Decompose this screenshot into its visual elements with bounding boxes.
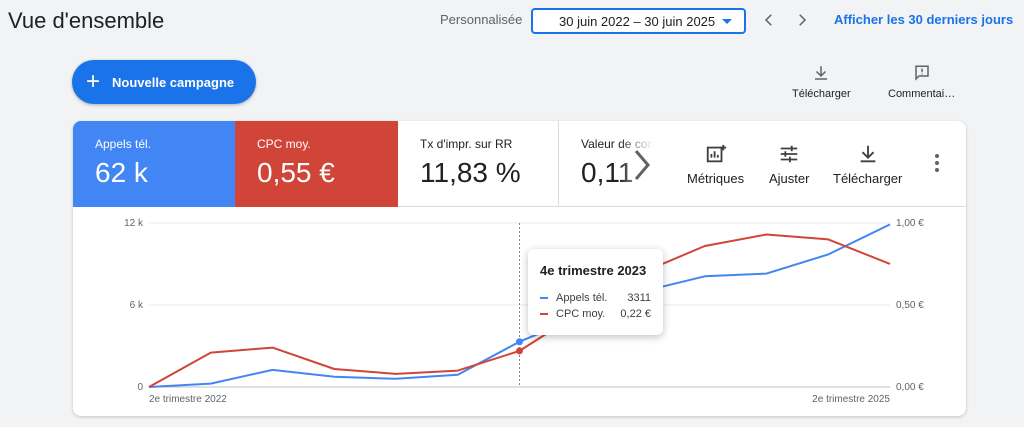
x-axis-tick-label: 2e trimestre 2025 bbox=[812, 394, 890, 405]
metric-value: 11,83 % bbox=[420, 157, 521, 188]
tooltip-row: CPC moy. 0,22 € bbox=[540, 306, 651, 322]
metrics-chart-icon bbox=[706, 144, 726, 163]
tooltip-row: Appels tél. 3311 bbox=[540, 290, 651, 306]
metric-label: CPC moy. bbox=[257, 137, 311, 151]
highlight-point bbox=[516, 338, 523, 346]
new-campaign-button[interactable]: + Nouvelle campagne bbox=[72, 60, 256, 104]
chevron-right-icon bbox=[799, 14, 807, 26]
dropdown-caret-icon bbox=[722, 19, 732, 24]
chart-tooltip: 4e trimestre 2023 Appels tél. 3311 CPC m… bbox=[528, 249, 663, 335]
series-swatch bbox=[540, 297, 548, 299]
left-axis-tick-label: 12 k bbox=[124, 218, 144, 229]
show-last-30-days-link[interactable]: Afficher les 30 derniers jours bbox=[834, 12, 1014, 27]
metric-label: Appels tél. bbox=[95, 137, 152, 151]
comment-icon bbox=[914, 65, 929, 81]
comments-button[interactable]: Commentai… bbox=[888, 64, 955, 100]
metric-label: Tx d'impr. sur RR bbox=[420, 137, 513, 151]
left-axis-tick-label: 0 bbox=[137, 382, 143, 393]
date-range-value: 30 juin 2022 – 30 juin 2025 bbox=[559, 13, 716, 29]
performance-line-chart: 0 6 k 12 k 0,00 € 0,50 € 1,00 € 2e trimestre 2… bbox=[124, 218, 924, 405]
download-label: Télécharger bbox=[792, 88, 851, 100]
download-icon bbox=[815, 66, 828, 80]
metric-avg-cpc[interactable]: CPC moy. 0,55 € bbox=[235, 121, 398, 207]
right-axis-tick-label: 1,00 € bbox=[896, 218, 924, 229]
download-icon bbox=[860, 145, 876, 163]
next-period-button[interactable] bbox=[790, 8, 814, 32]
adjust-label: Ajuster bbox=[769, 171, 810, 186]
metrics-button[interactable]: Métriques bbox=[687, 143, 744, 186]
tooltip-series-name: Appels tél. bbox=[556, 292, 608, 304]
adjust-button[interactable]: Ajuster bbox=[769, 143, 809, 186]
download-report-button[interactable]: Télécharger bbox=[792, 64, 851, 100]
chart-toolbar bbox=[669, 121, 966, 207]
metric-calls[interactable]: Appels tél. 62 k bbox=[73, 121, 235, 207]
plus-icon: + bbox=[86, 68, 101, 95]
metric-value: 62 k bbox=[95, 157, 148, 188]
chart-download-button[interactable]: Télécharger bbox=[833, 143, 902, 186]
comments-label: Commentai… bbox=[888, 88, 956, 100]
right-axis-tick-label: 0,00 € bbox=[896, 382, 924, 393]
date-range-select[interactable]: 30 juin 2022 – 30 juin 2025 bbox=[531, 8, 746, 34]
series-swatch bbox=[540, 313, 548, 315]
page-title: Vue d'ensemble bbox=[8, 8, 165, 33]
highlight-point bbox=[516, 347, 523, 355]
metric-fade bbox=[619, 121, 669, 206]
new-campaign-label: Nouvelle campagne bbox=[112, 74, 235, 90]
left-axis-tick-label: 6 k bbox=[130, 300, 144, 311]
tooltip-title: 4e trimestre 2023 bbox=[540, 263, 647, 278]
tooltip-series-value: 0,22 € bbox=[620, 308, 651, 320]
previous-period-button[interactable] bbox=[757, 8, 781, 32]
metric-value: 0,55 € bbox=[257, 157, 335, 188]
tooltip-series-value: 3311 bbox=[627, 292, 651, 304]
chart-download-label: Télécharger bbox=[833, 171, 903, 186]
right-axis-tick-label: 0,50 € bbox=[896, 300, 924, 311]
x-axis-tick-label: 2e trimestre 2022 bbox=[149, 394, 227, 405]
metric-conversion-value[interactable]: Valeur de conv 0,11 bbox=[559, 121, 669, 207]
metrics-label: Métriques bbox=[687, 171, 745, 186]
overview-card: Appels tél. 62 k CPC moy. 0,55 € Tx d'im… bbox=[73, 121, 966, 416]
chevron-right-icon bbox=[634, 150, 650, 180]
chevron-left-icon bbox=[764, 14, 772, 26]
tooltip-series-name: CPC moy. bbox=[556, 308, 606, 320]
more-options-icon[interactable] bbox=[929, 151, 945, 175]
tune-icon bbox=[780, 145, 798, 163]
metric-impression-share[interactable]: Tx d'impr. sur RR 11,83 % bbox=[398, 121, 559, 207]
period-label: Personnalisée bbox=[440, 12, 523, 27]
next-metrics-button[interactable] bbox=[628, 147, 656, 183]
